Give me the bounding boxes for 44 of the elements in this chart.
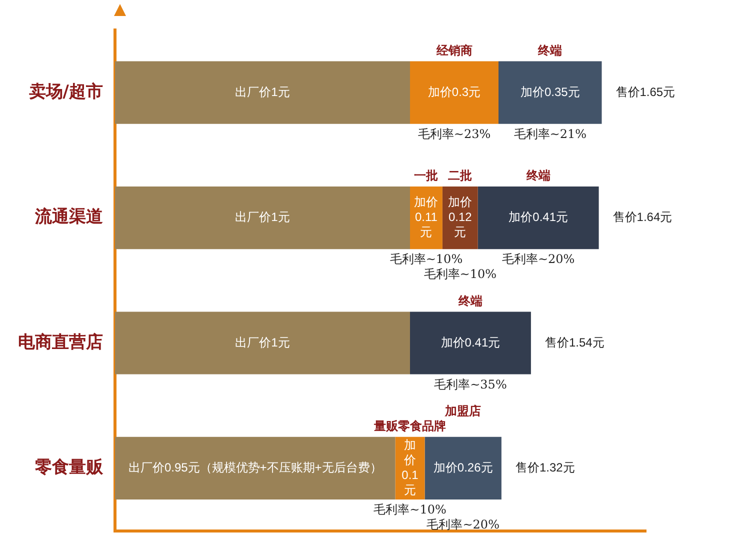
total-label: 售价1.54元 — [544, 335, 604, 350]
bar — [498, 61, 602, 124]
data-label: 加价0.26元 — [433, 460, 493, 475]
total-label: 售价1.32元 — [515, 460, 575, 475]
data-label: 出厂价1元 — [235, 210, 290, 224]
annotation: 毛利率~20% — [502, 252, 575, 266]
data-label: 加价0.1元 — [402, 438, 419, 498]
data-label: 出厂价1元 — [235, 84, 290, 99]
y-tick-label: 卖场/超市 — [28, 82, 103, 102]
bar — [115, 186, 410, 250]
bar — [478, 186, 599, 250]
annotation: 毛利率~10% — [390, 252, 463, 266]
annotation: 量贩零食品牌 — [373, 419, 446, 434]
bar — [424, 436, 502, 500]
data-label: 加价0.41元 — [508, 210, 568, 224]
annotation: 终端 — [457, 294, 482, 308]
data-label: 出厂价0.95元（规模优势+不压账期+无后台费） — [128, 460, 382, 475]
data-label: 加价0.41元 — [440, 335, 500, 350]
annotation: 二批 — [448, 168, 472, 183]
annotation: 终端 — [525, 168, 550, 183]
annotation: 一批 — [414, 168, 438, 183]
bar — [410, 61, 498, 124]
data-label: 加价0.3元 — [428, 84, 481, 99]
bar — [115, 312, 410, 374]
y-tick-label: 电商直营店 — [18, 332, 103, 352]
data-label: 加价0.11元 — [414, 195, 438, 240]
annotation: 毛利率~35% — [434, 377, 507, 392]
annotation: 毛利率~20% — [426, 518, 500, 532]
data-label: 加价0.12元 — [448, 195, 472, 240]
annotation: 毛利率~10% — [424, 267, 497, 282]
annotation: 毛利率~21% — [514, 127, 586, 142]
bar — [115, 61, 410, 124]
annotation: 毛利率~23% — [418, 127, 491, 142]
annotation: 终端 — [537, 43, 562, 58]
data-label: 加价0.35元 — [520, 84, 580, 99]
y-tick-label: 零食量贩 — [34, 458, 104, 478]
data-label: 出厂价1元 — [235, 335, 290, 350]
y-tick-label: 流通渠道 — [34, 207, 103, 228]
annotation: 毛利率~10% — [374, 502, 446, 517]
annotation: 加盟店 — [444, 404, 482, 418]
total-label: 售价1.64元 — [612, 210, 672, 224]
annotation: 经销商 — [435, 43, 472, 58]
total-label: 售价1.65元 — [616, 84, 676, 99]
bar — [115, 436, 396, 500]
